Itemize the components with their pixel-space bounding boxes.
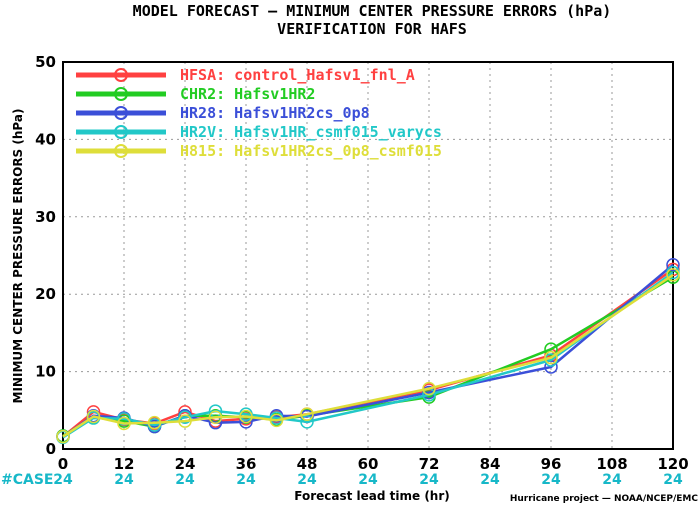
data-point xyxy=(178,414,192,428)
y-tick-label: 30 xyxy=(35,208,56,226)
series-group xyxy=(56,268,680,444)
case-count: 24 xyxy=(297,472,317,488)
legend-label: H815: Hafsv1HR2cs_0p8_csmf015 xyxy=(180,142,442,160)
series-line xyxy=(62,273,674,438)
case-count: 24 xyxy=(114,472,134,488)
case-count: 24 xyxy=(480,472,500,488)
data-point xyxy=(208,410,223,425)
x-tick-label: 24 xyxy=(175,455,196,473)
legend-swatch-marker xyxy=(114,125,128,139)
legend-label: CHR2: Hafsv1HR2 xyxy=(180,85,315,103)
series-lines xyxy=(56,258,680,445)
y-tick-label: 40 xyxy=(35,130,56,148)
y-tick-labels: 0 10 20 30 40 50 xyxy=(35,53,56,458)
case-count: 24 xyxy=(175,472,195,488)
data-point xyxy=(56,429,70,444)
x-tick-labels: 0 12 24 36 48 60 72 84 96 108 120 xyxy=(58,455,689,473)
case-count: 24 xyxy=(602,472,622,488)
y-axis-label: MINIMUM CENTER PRESSURE ERRORS (hPa) xyxy=(11,109,25,404)
x-axis-label: Forecast lead time (hr) xyxy=(294,489,450,503)
x-tick-label: 48 xyxy=(297,455,318,473)
case-count: 24 xyxy=(236,472,256,488)
legend-swatch-marker xyxy=(114,106,128,120)
x-tick-label: 0 xyxy=(58,455,68,473)
data-point xyxy=(147,415,162,430)
data-point xyxy=(422,381,436,396)
series-line xyxy=(62,271,674,439)
data-point xyxy=(178,410,192,425)
x-tick-label: 120 xyxy=(657,455,688,473)
data-point xyxy=(117,412,131,426)
legend-entry: HR28: Hafsv1HR2cs_0p8 xyxy=(76,104,370,122)
legend-label: HFSA: control_Hafsv1_fnl_A xyxy=(180,66,415,84)
x-tick-label: 12 xyxy=(114,455,135,473)
data-point xyxy=(269,413,284,428)
grid-lines xyxy=(63,62,673,449)
data-point xyxy=(239,409,253,424)
x-tick-label: 72 xyxy=(419,455,440,473)
case-count: 24 xyxy=(358,472,378,488)
case-count: 24 xyxy=(541,472,561,488)
data-point xyxy=(300,407,314,421)
y-tick-label: 0 xyxy=(46,440,56,458)
case-count: 24 xyxy=(419,472,439,488)
legend-swatch-marker xyxy=(114,87,128,101)
credit-text: Hurricane project — NOAA/NCEP/EMC xyxy=(510,494,699,504)
x-tick-label: 108 xyxy=(596,455,627,473)
legend-entry: CHR2: Hafsv1HR2 xyxy=(76,85,315,103)
chart-title: MODEL FORECAST — MINIMUM CENTER PRESSURE… xyxy=(133,2,612,20)
legend-swatch-marker xyxy=(114,68,128,82)
data-point xyxy=(666,268,680,282)
case-counts: 24 24 24 24 24 24 24 24 24 24 24 xyxy=(53,472,683,488)
data-point xyxy=(544,350,558,365)
x-tick-label: 96 xyxy=(541,455,562,473)
data-point xyxy=(544,342,558,356)
x-tick-label: 36 xyxy=(236,455,257,473)
legend-entry: H815: Hafsv1HR2cs_0p8_csmf015 xyxy=(76,142,442,160)
legend-swatch-marker xyxy=(114,144,128,158)
legend-label: HR28: Hafsv1HR2cs_0p8 xyxy=(180,104,370,122)
x-tick-label: 84 xyxy=(480,455,501,473)
y-tick-label: 50 xyxy=(35,53,56,71)
data-point xyxy=(86,409,101,424)
data-point xyxy=(300,415,314,429)
y-tick-label: 10 xyxy=(35,363,56,381)
data-point xyxy=(117,416,131,431)
case-count: 24 xyxy=(53,472,73,488)
legend-entry: HFSA: control_Hafsv1_fnl_A xyxy=(76,66,415,84)
case-count: 24 xyxy=(663,472,683,488)
legend-label: HR2V: Hafsv1HR_csmf015_varycs xyxy=(180,123,442,141)
data-point xyxy=(666,258,680,272)
legend-entry: HR2V: Hafsv1HR_csmf015_varycs xyxy=(76,123,442,141)
y-tick-label: 20 xyxy=(35,285,56,303)
chart-subtitle: VERIFICATION FOR HAFS xyxy=(277,20,467,38)
x-tick-label: 60 xyxy=(358,455,379,473)
plot-frame xyxy=(62,61,674,450)
case-label: #CASE xyxy=(1,472,54,488)
